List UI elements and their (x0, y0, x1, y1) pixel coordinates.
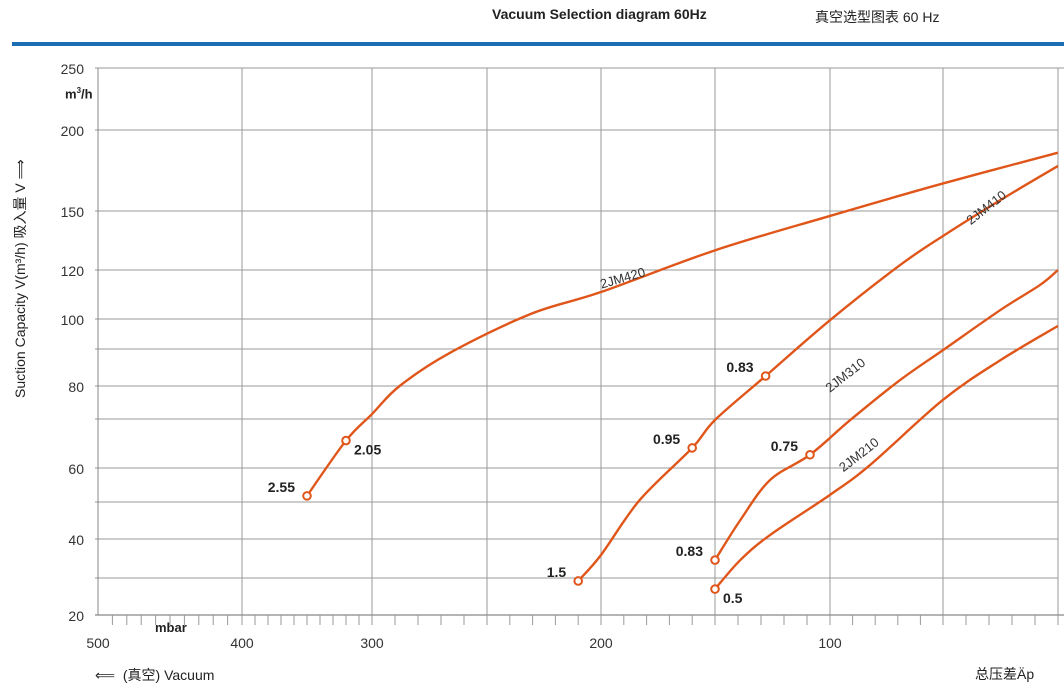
x-tick-label: 100 (818, 635, 842, 651)
curve-2jm310 (713, 269, 1059, 561)
operating-point-marker (341, 435, 351, 446)
arrow-left-icon: ⟸ (95, 667, 116, 683)
curve-label: 2JM410 (963, 187, 1009, 227)
y-tick-label: 100 (61, 312, 85, 328)
y-axis-title-text: Suction Capacity V(m³/h) 吸入量 V (12, 183, 28, 398)
operating-point-marker (573, 576, 584, 586)
x-tick-label: 400 (230, 635, 254, 651)
curve-2jm420 (306, 151, 1059, 497)
operating-point-marker (805, 449, 815, 460)
y-tick-label: 40 (68, 532, 84, 548)
operating-point-marker (710, 584, 720, 594)
y-tick-label: 150 (61, 204, 85, 220)
x-axis-note-text: (真空) Vacuum (122, 667, 215, 683)
marker-label: 0.75 (771, 438, 798, 454)
operating-point-marker (687, 443, 698, 453)
pressure-difference-label: 总压差Äp (975, 666, 1035, 682)
operating-point-marker (760, 371, 771, 381)
marker-label: 0.83 (726, 359, 753, 375)
marker-label: 2.05 (354, 442, 381, 458)
y-axis-title: Suction Capacity V(m³/h) 吸入量 V ⟹ (10, 58, 30, 398)
y-tick-label: 20 (68, 608, 84, 624)
y-tick-label: 200 (61, 123, 85, 139)
marker-label: 0.95 (653, 431, 680, 447)
operating-point-marker (302, 491, 312, 501)
marker-label: 2.55 (268, 479, 295, 495)
marker-label: 0.83 (676, 543, 703, 559)
marker-label: 0.5 (723, 590, 743, 606)
y-tick-label: 60 (68, 461, 84, 477)
y-tick-label: 120 (61, 263, 85, 279)
operating-point-marker (710, 555, 720, 565)
y-tick-label: 80 (68, 379, 84, 395)
x-tick-label: 300 (360, 635, 384, 651)
marker-label: 1.5 (547, 564, 567, 580)
y-unit-label: m3/h (65, 86, 93, 102)
curve-label: 2JM420 (598, 264, 647, 291)
arrow-up-icon: ⟹ (12, 159, 28, 180)
curve-2jm210 (714, 324, 1059, 590)
x-tick-label: 500 (86, 635, 110, 651)
y-tick-label: 250 (61, 61, 85, 77)
header-divider (12, 42, 1064, 46)
curve-label: 2JM310 (822, 355, 868, 395)
curve-label: 2JM210 (836, 435, 882, 475)
chart-title-chinese: 真空选型图表 60 Hz (815, 9, 940, 25)
x-axis-note: ⟸ (真空) Vacuum (95, 665, 214, 685)
x-tick-label: 200 (589, 635, 613, 651)
x-unit-label: mbar (155, 620, 187, 635)
curve-2jm410 (577, 164, 1059, 582)
chart-title: Vacuum Selection diagram 60Hz (492, 6, 707, 22)
